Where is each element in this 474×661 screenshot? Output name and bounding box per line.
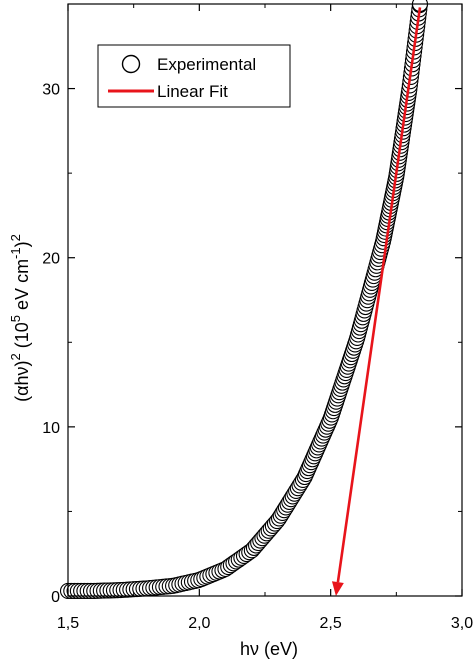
y-tick-label: 0	[51, 589, 60, 606]
y-axis-title: (αhν)2 (105 eV cm-1)2	[8, 234, 32, 402]
axis-ticks	[67, 4, 463, 597]
linear-fit-arrowhead	[331, 581, 344, 596]
tick-labels: 1,5 2,0 2,5 3,0 0 10 20 30	[42, 82, 473, 632]
y-title-unit-mid: eV cm	[12, 259, 32, 315]
y-title-unit-suffix: )	[12, 241, 32, 247]
legend-label-linear-fit: Linear Fit	[157, 82, 228, 101]
y-title-unit-sup2: -1	[8, 247, 23, 259]
y-tick-label: 10	[42, 420, 60, 437]
x-tick-label: 3,0	[451, 615, 473, 632]
legend: Experimental Linear Fit	[97, 44, 291, 108]
y-title-unit-sup3: 2	[8, 234, 23, 241]
y-title-main: (αhν)	[12, 360, 32, 401]
x-tick-label: 1,5	[57, 615, 79, 632]
x-axis-title: hν (eV)	[240, 639, 298, 659]
legend-label-experimental: Experimental	[157, 55, 256, 74]
x-tick-label: 2,0	[188, 615, 210, 632]
y-tick-label: 30	[42, 82, 60, 99]
y-title-main-sup: 2	[8, 353, 23, 360]
linear-fit-line	[336, 7, 422, 583]
plot-area	[59, 0, 429, 599]
legend-marker-experimental	[121, 54, 141, 74]
y-title-unit-sup1: 5	[8, 315, 23, 322]
y-title-unit-prefix: (10	[12, 322, 32, 348]
x-tick-label: 2,5	[320, 615, 342, 632]
y-tick-label: 20	[42, 251, 60, 268]
